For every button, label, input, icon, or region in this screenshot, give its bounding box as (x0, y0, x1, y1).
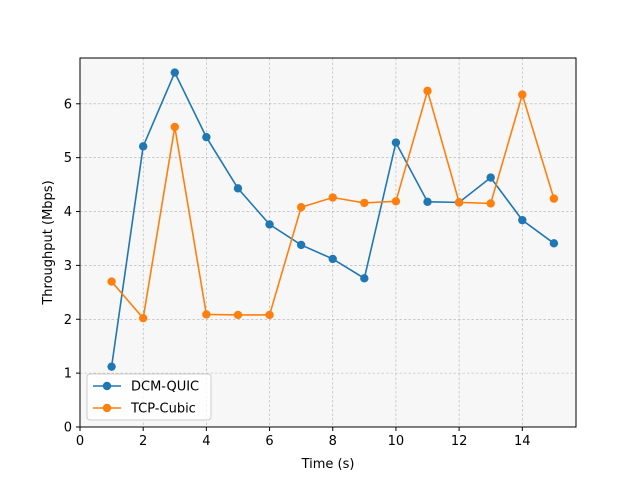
data-point-tcp-cubic (391, 197, 401, 206)
x-tick-label: 6 (265, 434, 273, 449)
legend-item-dcm-quic: DCM-QUIC (93, 380, 199, 395)
data-point-dcm-quic (265, 220, 274, 229)
data-point-dcm-quic (486, 173, 495, 182)
data-point-dcm-quic (138, 142, 148, 151)
data-point-dcm-quic (518, 215, 527, 225)
series-layer (107, 68, 559, 371)
x-tick-label: 8 (329, 434, 337, 449)
data-point-dcm-quic (233, 184, 243, 193)
y-axis: 0 1 2 3 4 5 6 (64, 97, 80, 436)
legend-item-tcp-cubic: TCP-Cubic (93, 402, 196, 417)
data-point-tcp-cubic (549, 194, 559, 203)
x-tick-label: 14 (514, 434, 531, 449)
y-tick-label: 2 (64, 313, 72, 328)
y-axis-label: Throughput (Mbps) (41, 180, 56, 305)
legend-marker (102, 381, 112, 391)
y-tick-label: 1 (64, 367, 72, 382)
data-point-tcp-cubic (202, 310, 211, 319)
data-point-tcp-cubic (423, 86, 432, 96)
legend-label: TCP-Cubic (130, 402, 196, 417)
data-point-tcp-cubic (233, 310, 243, 320)
data-point-dcm-quic (423, 197, 432, 207)
x-tick-label: 0 (76, 434, 84, 449)
data-point-tcp-cubic (107, 277, 116, 286)
data-point-dcm-quic (391, 138, 401, 147)
data-point-dcm-quic (360, 274, 369, 283)
y-tick-label: 5 (64, 151, 72, 166)
y-tick-label: 3 (64, 259, 72, 274)
y-tick-label: 6 (64, 97, 72, 112)
x-tick-label: 2 (139, 434, 147, 449)
plot-frame (79, 57, 577, 428)
data-point-tcp-cubic (328, 193, 337, 202)
data-point-dcm-quic (170, 68, 179, 77)
data-point-tcp-cubic (360, 198, 369, 208)
data-point-dcm-quic (296, 240, 306, 250)
data-point-tcp-cubic (518, 90, 527, 99)
x-axis: 0 2 4 6 8 10 12 14 (76, 427, 531, 449)
data-point-dcm-quic (328, 254, 337, 264)
series-dcm-quic (107, 68, 559, 371)
legend-label: DCM-QUIC (131, 380, 199, 395)
x-axis-label: Time (s) (301, 457, 355, 472)
x-tick-label: 10 (388, 434, 405, 449)
data-point-tcp-cubic (138, 313, 148, 323)
x-tick-label: 12 (451, 434, 468, 449)
data-point-dcm-quic (202, 132, 211, 142)
data-point-tcp-cubic (296, 203, 306, 212)
data-point-tcp-cubic (454, 198, 464, 207)
data-point-tcp-cubic (265, 310, 274, 320)
legend-marker (102, 403, 112, 413)
y-tick-label: 0 (64, 421, 72, 436)
data-point-dcm-quic (549, 239, 559, 248)
data-point-tcp-cubic (486, 199, 495, 208)
legend: DCM-QUIC TCP-Cubic (86, 373, 212, 421)
y-tick-label: 4 (64, 205, 72, 220)
plot-area (80, 58, 576, 427)
x-tick-label: 4 (202, 434, 210, 449)
data-point-dcm-quic (107, 362, 116, 371)
data-point-tcp-cubic (170, 122, 179, 132)
series-tcp-cubic (107, 86, 559, 323)
